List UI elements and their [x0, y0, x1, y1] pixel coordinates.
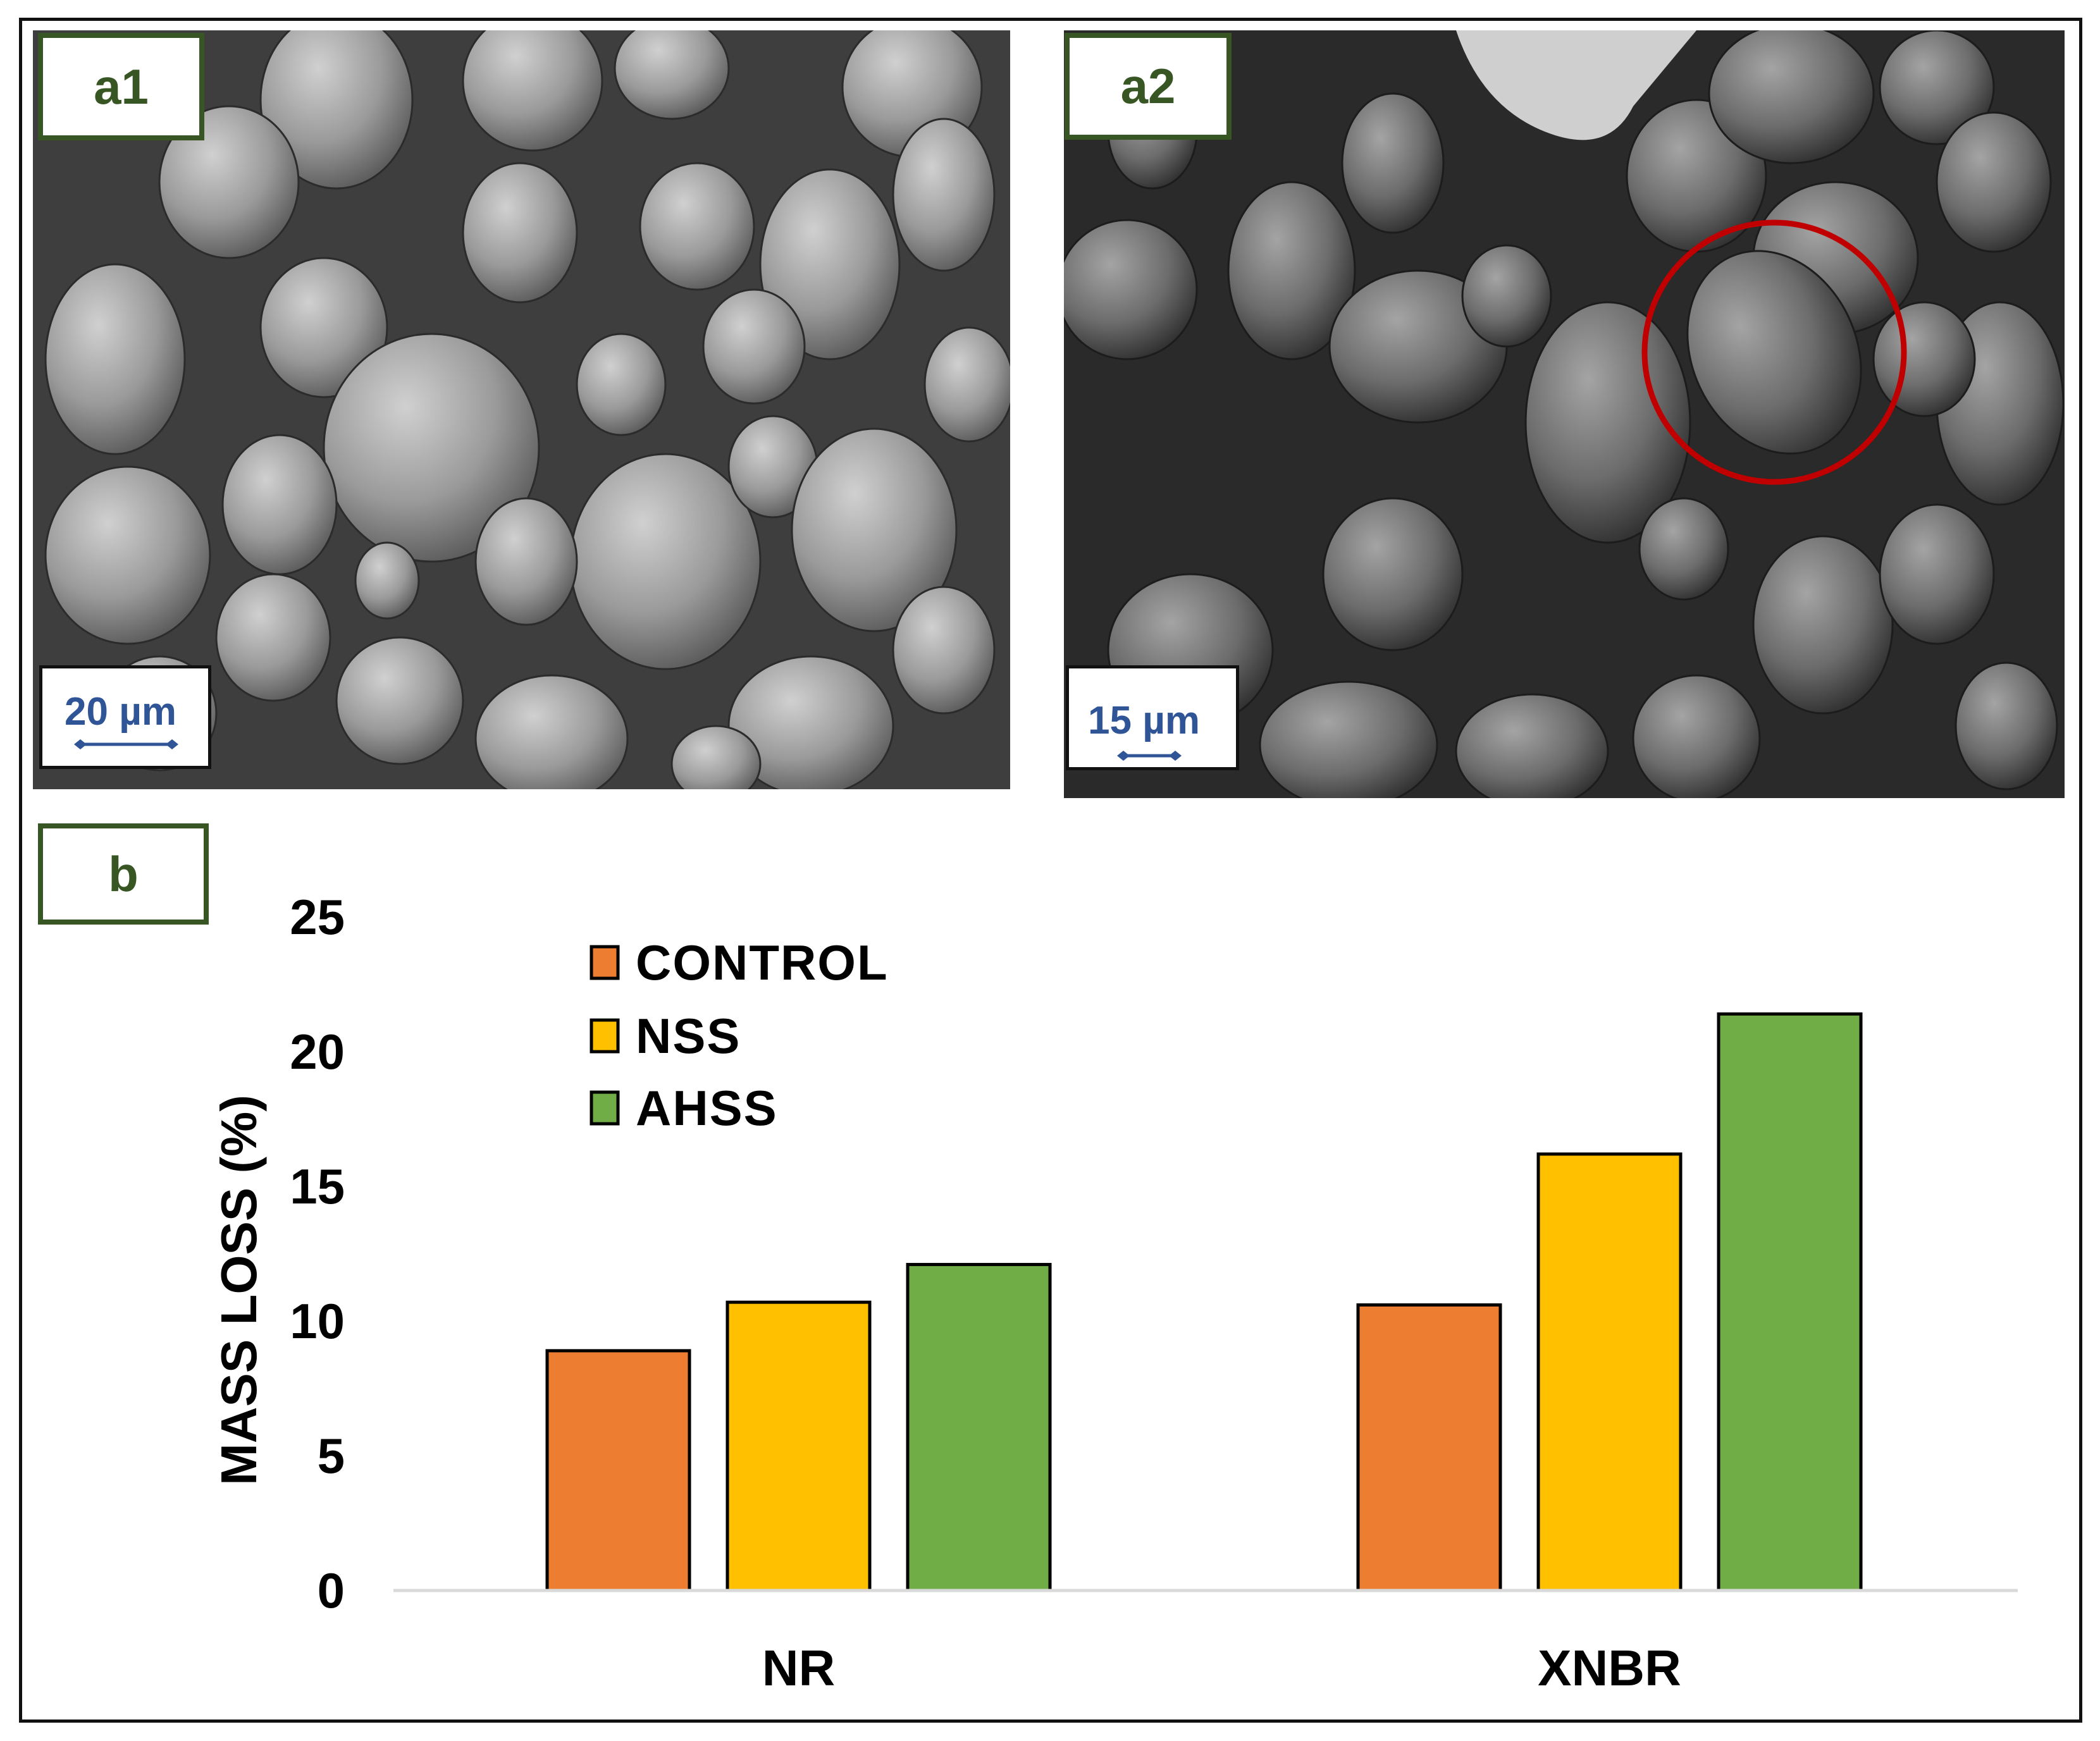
- scale-bar-a1: [74, 739, 178, 749]
- x-tick-label: NR: [762, 1640, 836, 1696]
- y-tick-label: 15: [290, 1159, 345, 1214]
- bar-xnbr-control: [1356, 1303, 1502, 1592]
- legend-label-control: CONTROL: [636, 935, 889, 990]
- bar-xnbr-nss: [1536, 1152, 1683, 1592]
- scale-bar-a2: [1117, 751, 1182, 761]
- bar-nr-ahss: [906, 1263, 1052, 1592]
- legend-swatch-nss: [590, 1018, 620, 1054]
- y-tick-label: 5: [318, 1428, 345, 1484]
- legend-swatch-ahss: [590, 1090, 620, 1126]
- legend-label-ahss: AHSS: [636, 1080, 778, 1136]
- panel-label-a2: a2: [1065, 33, 1232, 140]
- y-tick-label: 20: [290, 1024, 345, 1080]
- scale-bar-label-a1: 20 µm: [65, 690, 177, 734]
- panel-label-a1: a1: [38, 33, 204, 140]
- legend-swatch-control: [590, 945, 620, 980]
- panel-label-b: b: [38, 823, 209, 925]
- highlight-circle: [1641, 219, 1907, 485]
- bar-xnbr-ahss: [1717, 1012, 1863, 1592]
- x-tick-label: XNBR: [1538, 1640, 1681, 1696]
- y-tick-label: 10: [290, 1293, 345, 1349]
- bar-nr-control: [545, 1349, 691, 1592]
- scale-bar-box-a1: [39, 665, 211, 769]
- y-tick-label: 0: [318, 1563, 345, 1618]
- y-tick-label: 25: [290, 889, 345, 945]
- scale-bar-label-a2: 15 µm: [1088, 699, 1201, 742]
- outer-frame: [19, 18, 2082, 1723]
- scale-bar-box-a2: [1066, 665, 1239, 770]
- y-axis-label: MASS LOSS (%): [211, 1095, 267, 1486]
- legend-label-nss: NSS: [636, 1008, 741, 1064]
- bar-nr-nss: [726, 1300, 872, 1592]
- sem-image-a1: [33, 30, 1010, 789]
